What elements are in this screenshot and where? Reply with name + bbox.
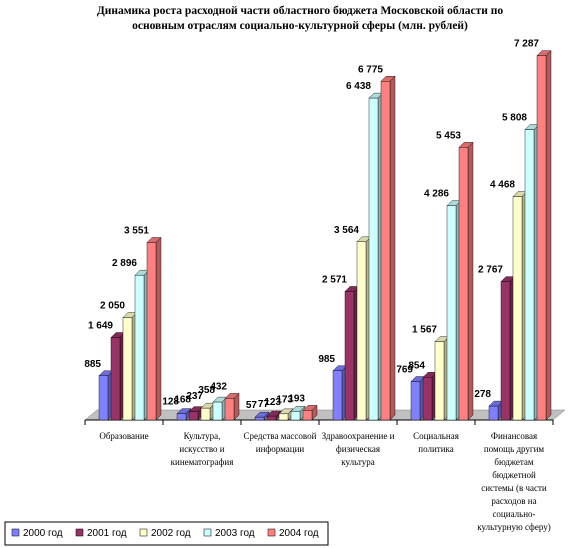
- bar-front: [266, 415, 277, 421]
- legend-swatch: [11, 528, 20, 537]
- bar-front: [446, 205, 457, 421]
- legend-label: 2002 год: [151, 528, 191, 539]
- x-tick-label: Культура, искусство и кинематография: [170, 431, 234, 467]
- value-label: 2 767: [478, 265, 503, 276]
- legend-swatch: [75, 528, 84, 537]
- x-tick-label: Здравоохранение и физическая культура: [321, 431, 395, 467]
- bar-front: [134, 275, 145, 421]
- value-label: 173: [276, 394, 293, 405]
- bar: [224, 392, 240, 421]
- bar-front: [302, 410, 313, 421]
- value-label: 985: [318, 354, 335, 365]
- bar-front: [278, 413, 289, 421]
- value-label: 237: [186, 391, 203, 402]
- bar-side: [155, 236, 162, 421]
- bar-front: [410, 381, 421, 421]
- value-label: 123: [264, 397, 281, 408]
- bar-side: [467, 141, 474, 421]
- value-label: 1 649: [88, 321, 113, 332]
- bar: [458, 141, 474, 421]
- value-label: 7 287: [514, 39, 539, 50]
- x-tick-label: Финансовая помощь другим бюджетам бюджет…: [477, 431, 551, 532]
- bar-front: [146, 242, 157, 421]
- value-label: 3 551: [124, 225, 149, 236]
- value-label: 885: [84, 359, 101, 370]
- legend-label: 2003 год: [215, 528, 255, 539]
- chart-title: Динамика роста расходной части областног…: [96, 5, 504, 32]
- bar-front: [434, 341, 445, 421]
- x-tick-label: Средства массовой информации: [243, 431, 317, 454]
- value-label: 1 567: [412, 325, 437, 336]
- x-tick-label: Образование: [99, 431, 149, 441]
- bar-front: [122, 317, 133, 421]
- legend-label: 2000 год: [23, 528, 63, 539]
- value-label: 358: [198, 385, 215, 396]
- legend-swatch: [139, 528, 148, 537]
- bar-side: [545, 50, 552, 421]
- bar-front: [200, 407, 211, 421]
- value-label: 193: [288, 393, 305, 404]
- bar-front: [110, 337, 121, 421]
- bar-front: [536, 55, 547, 421]
- value-label: 6 775: [358, 64, 383, 75]
- bar: [278, 408, 294, 421]
- bar-front: [212, 401, 223, 421]
- bar: [146, 236, 162, 421]
- bar-front: [344, 291, 355, 421]
- value-label: 3 564: [334, 225, 359, 236]
- bar: [302, 404, 318, 421]
- value-label: 6 438: [346, 81, 371, 92]
- legend-label: 2001 год: [87, 528, 127, 539]
- bar-front: [500, 281, 511, 421]
- value-label: 5 808: [502, 113, 527, 124]
- value-label: 4 286: [424, 189, 449, 200]
- bar: [380, 75, 396, 421]
- bar-front: [290, 411, 301, 421]
- legend-box: [4, 521, 329, 546]
- value-label: 2 050: [100, 301, 125, 312]
- bar-front: [422, 377, 433, 421]
- bar-front: [332, 370, 343, 421]
- value-label: 2 571: [322, 274, 347, 285]
- bar-front: [524, 129, 535, 421]
- bar-front: [512, 196, 523, 421]
- value-label: 128: [162, 397, 179, 408]
- bar: [536, 50, 552, 421]
- value-label: 278: [474, 389, 491, 400]
- value-label: 2 896: [112, 258, 137, 269]
- bar-side: [389, 75, 396, 421]
- bar-front: [368, 97, 379, 421]
- bar-front: [356, 241, 367, 421]
- bar-front: [488, 405, 499, 421]
- bar-front: [224, 398, 235, 421]
- value-label: 168: [174, 395, 191, 406]
- legend-label: 2004 год: [279, 528, 319, 539]
- value-label: 432: [210, 381, 227, 392]
- bar-front: [98, 375, 109, 421]
- value-label: 5 453: [436, 130, 461, 141]
- bar-front: [380, 81, 391, 421]
- legend-swatch: [267, 528, 276, 537]
- value-label: 769: [396, 365, 413, 376]
- legend-swatch: [203, 528, 212, 537]
- value-label: 57: [246, 400, 258, 411]
- bar-front: [176, 413, 187, 421]
- value-label: 77: [258, 399, 270, 410]
- x-tick-label: Социальная политика: [413, 431, 459, 454]
- value-label: 4 468: [490, 180, 515, 191]
- bar-front: [254, 416, 265, 421]
- bar-front: [188, 411, 199, 421]
- value-label: 854: [408, 360, 425, 371]
- bar-front: [458, 147, 469, 421]
